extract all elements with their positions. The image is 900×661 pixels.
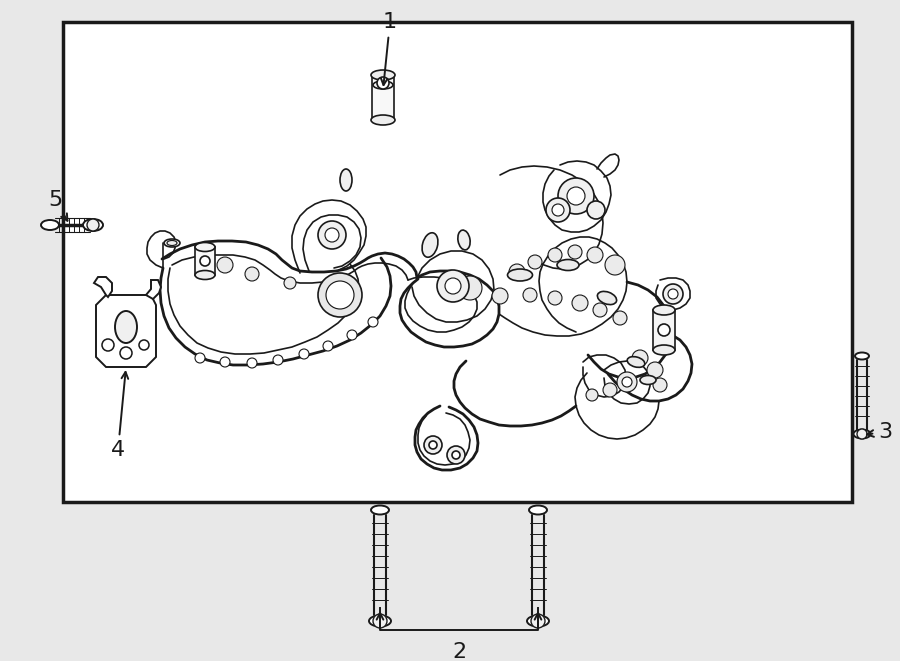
- Circle shape: [368, 317, 378, 327]
- Ellipse shape: [640, 375, 656, 385]
- Circle shape: [613, 311, 627, 325]
- Ellipse shape: [855, 352, 869, 360]
- Ellipse shape: [527, 615, 549, 627]
- Circle shape: [605, 255, 625, 275]
- Ellipse shape: [41, 220, 59, 230]
- Circle shape: [325, 228, 339, 242]
- Circle shape: [318, 273, 362, 317]
- Circle shape: [273, 355, 283, 365]
- Circle shape: [139, 340, 149, 350]
- Circle shape: [195, 353, 205, 363]
- Ellipse shape: [369, 615, 391, 627]
- Polygon shape: [96, 295, 156, 367]
- Circle shape: [217, 257, 233, 273]
- Circle shape: [567, 187, 585, 205]
- Ellipse shape: [371, 115, 395, 125]
- Polygon shape: [653, 310, 675, 350]
- Circle shape: [548, 248, 562, 262]
- Ellipse shape: [373, 81, 393, 89]
- Circle shape: [220, 357, 230, 367]
- Circle shape: [668, 289, 678, 299]
- Circle shape: [857, 429, 867, 439]
- Circle shape: [632, 350, 648, 366]
- Ellipse shape: [167, 241, 177, 245]
- Circle shape: [586, 389, 598, 401]
- Circle shape: [622, 377, 632, 387]
- Circle shape: [424, 436, 442, 454]
- Circle shape: [653, 378, 667, 392]
- Text: 1: 1: [381, 12, 397, 85]
- Ellipse shape: [164, 239, 180, 247]
- Ellipse shape: [557, 260, 579, 270]
- Circle shape: [458, 276, 482, 300]
- Ellipse shape: [508, 269, 533, 281]
- Circle shape: [658, 324, 670, 336]
- Circle shape: [326, 281, 354, 309]
- Polygon shape: [195, 247, 215, 275]
- Circle shape: [102, 339, 114, 351]
- Circle shape: [245, 267, 259, 281]
- Ellipse shape: [195, 243, 215, 251]
- Circle shape: [429, 441, 437, 449]
- Circle shape: [523, 288, 537, 302]
- Text: 3: 3: [867, 422, 892, 442]
- Circle shape: [572, 295, 588, 311]
- Circle shape: [323, 341, 333, 351]
- Ellipse shape: [371, 506, 389, 514]
- Circle shape: [445, 278, 461, 294]
- Ellipse shape: [340, 169, 352, 191]
- Ellipse shape: [422, 233, 438, 257]
- Circle shape: [120, 347, 132, 359]
- Ellipse shape: [653, 305, 675, 315]
- Ellipse shape: [83, 219, 103, 231]
- Circle shape: [558, 178, 594, 214]
- Ellipse shape: [371, 70, 395, 80]
- Circle shape: [87, 219, 99, 231]
- Circle shape: [603, 383, 617, 397]
- Bar: [63, 22, 852, 502]
- Circle shape: [373, 614, 387, 628]
- Polygon shape: [146, 280, 161, 299]
- Polygon shape: [372, 75, 394, 120]
- Circle shape: [299, 349, 309, 359]
- Circle shape: [587, 201, 605, 219]
- Text: 4: 4: [111, 372, 128, 460]
- Ellipse shape: [115, 311, 137, 343]
- Text: 2: 2: [452, 642, 466, 661]
- Polygon shape: [94, 277, 112, 297]
- Ellipse shape: [627, 357, 644, 368]
- Circle shape: [552, 204, 564, 216]
- Circle shape: [509, 264, 525, 280]
- Circle shape: [548, 291, 562, 305]
- Ellipse shape: [853, 430, 870, 438]
- Circle shape: [492, 288, 508, 304]
- Circle shape: [546, 198, 570, 222]
- Circle shape: [284, 277, 296, 289]
- Circle shape: [528, 255, 542, 269]
- Circle shape: [447, 446, 465, 464]
- Circle shape: [318, 221, 346, 249]
- Circle shape: [663, 284, 683, 304]
- Circle shape: [647, 362, 663, 378]
- Circle shape: [200, 256, 210, 266]
- Circle shape: [587, 247, 603, 263]
- Ellipse shape: [195, 270, 215, 280]
- Ellipse shape: [598, 292, 616, 305]
- Circle shape: [593, 303, 607, 317]
- Circle shape: [452, 451, 460, 459]
- Circle shape: [568, 245, 582, 259]
- Circle shape: [347, 330, 357, 340]
- Circle shape: [247, 358, 257, 368]
- Ellipse shape: [458, 230, 470, 250]
- Circle shape: [617, 372, 637, 392]
- Ellipse shape: [529, 506, 547, 514]
- Ellipse shape: [653, 345, 675, 355]
- Circle shape: [377, 77, 389, 89]
- Text: 5: 5: [48, 190, 68, 221]
- Circle shape: [531, 614, 545, 628]
- Circle shape: [437, 270, 469, 302]
